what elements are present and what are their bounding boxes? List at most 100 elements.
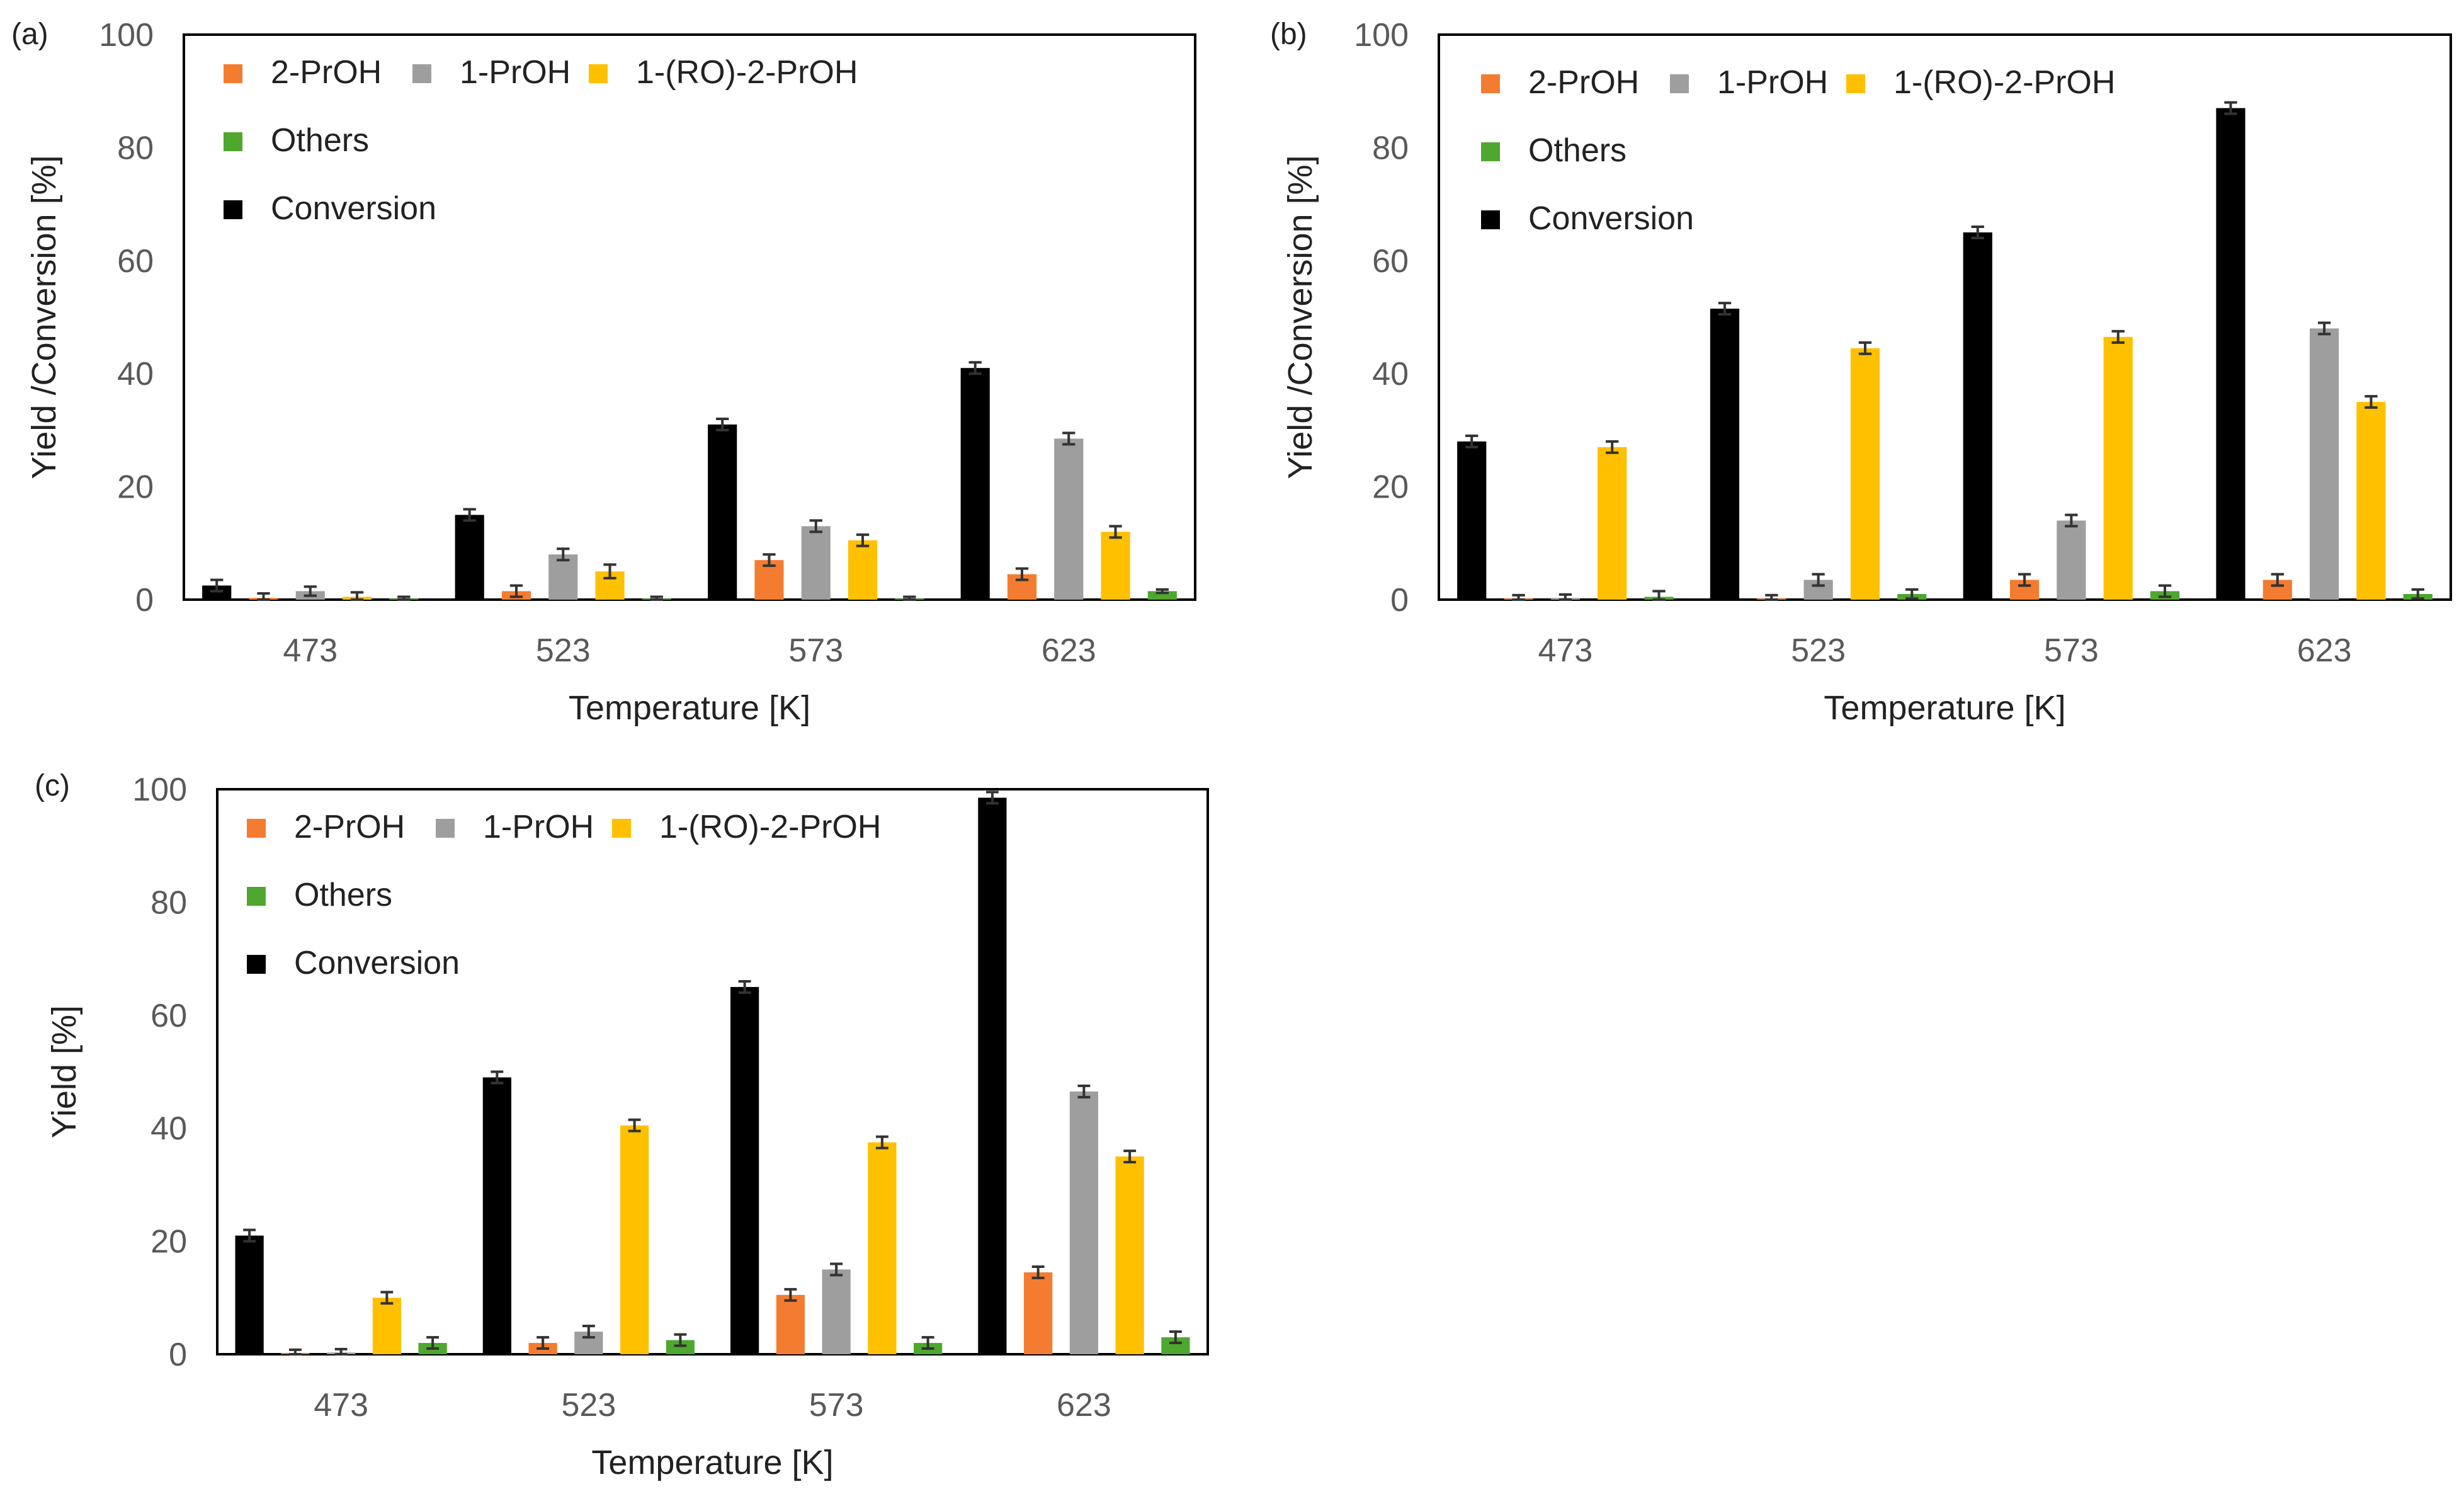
error-bar [968,361,982,375]
error-bar [830,1262,843,1277]
y-axis-title: Yield /Conversion [%] [25,155,63,479]
error-bar [1062,431,1076,446]
legend-label: Conversion [1528,200,1694,237]
error-bar [716,417,729,431]
bar-others [666,1340,695,1354]
error-bar [210,578,224,593]
error-bar [650,595,663,601]
y-tick-label: 60 [117,243,154,280]
legend-label: Others [1528,132,1627,169]
legend-swatch [612,819,631,838]
legend-swatch [1481,142,1500,161]
error-bar [903,595,916,601]
error-bar [1123,1150,1137,1164]
error-bar [1718,302,1732,316]
error-bar [2224,101,2237,115]
error-bar [380,1291,394,1305]
x-tick-label: 473 [1538,632,1593,669]
legend-label: 2-PrOH [294,809,405,845]
error-bar [2317,321,2331,336]
legend-swatch [224,64,242,83]
legend-label: 2-PrOH [271,54,382,91]
legend-label: 1-PrOH [483,809,594,845]
x-tick-label: 623 [1057,1387,1111,1424]
legend-swatch [1846,74,1865,93]
error-bar [1031,1265,1045,1279]
error-bar [582,1325,595,1339]
bar-1-ro-2-proh [848,540,878,600]
bar-1-proh [822,1269,851,1354]
legend-label: 1-(RO)-2-PrOH [1893,64,2115,101]
y-tick-label: 100 [1354,17,1409,54]
legend-swatch [247,819,266,838]
error-bar [257,592,270,601]
y-tick-label: 0 [135,582,154,619]
error-bar [2365,395,2378,409]
error-bar [784,1287,797,1302]
bar-1-ro-2-proh [2356,402,2386,600]
bar-conversion [708,424,737,600]
bar-1-proh [548,554,578,600]
error-bar [1905,588,1919,600]
legend-swatch [1670,74,1689,93]
legend-swatch [589,64,608,83]
error-bar [288,1348,302,1355]
error-bar [2111,329,2125,344]
bar-1-proh [801,526,831,600]
bar-1-ro-2-proh [2103,336,2133,600]
legend-swatch [436,819,455,838]
error-bar [1971,225,1984,239]
legend-swatch [224,200,242,219]
error-bar [243,1228,256,1243]
error-bar [2411,588,2424,600]
x-tick-label: 473 [283,632,338,669]
plot-frame [216,788,1209,1355]
panel-label: (b) [1270,18,1307,51]
x-axis-title: Temperature [K] [569,689,810,727]
bar-conversion [235,1235,264,1354]
y-tick-label: 80 [1372,130,1409,166]
legend-swatch [247,955,266,974]
error-bar [557,547,570,562]
bar-conversion [455,515,484,600]
y-tick-label: 100 [99,17,154,54]
error-bar [463,508,476,522]
bar-1-proh [1054,438,1084,600]
y-tick-label: 80 [117,130,154,166]
error-bar [1077,1084,1091,1099]
x-axis-title: Temperature [K] [1824,689,2065,727]
x-tick-label: 473 [314,1387,368,1424]
plot-frame [183,33,1196,601]
error-bar [2018,573,2031,587]
bar-conversion [960,368,990,600]
error-bar [334,1347,348,1355]
bar-conversion [482,1077,511,1354]
error-bar [509,584,523,598]
bar-1-proh [1069,1091,1098,1354]
x-tick-label: 523 [1791,632,1846,669]
bar-1-ro-2-proh [1115,1156,1144,1354]
error-bar [856,533,870,547]
panel-a: (a) 0 20 40 60 80 100 Yield /Conversion [%] 473 5… [11,17,1196,727]
plot-frame [1438,33,2452,601]
panel-label: (c) [35,769,70,802]
error-bar [1155,588,1169,595]
error-bar [1858,341,1872,355]
legend-label: Others [294,877,392,913]
bar-1-ro-2-proh [1850,348,1880,600]
error-bar [628,1118,641,1133]
error-bar [875,1135,889,1150]
x-tick-label: 573 [2044,632,2099,669]
bar-conversion [2216,108,2245,600]
error-bar [1465,434,1479,448]
error-bar [2065,513,2078,528]
legend-label: Conversion [294,945,460,981]
error-bar [491,1070,504,1085]
error-bar [304,585,317,597]
legend-swatch [224,132,242,151]
bar-2-proh [1024,1272,1053,1354]
y-tick-label: 20 [1372,469,1409,506]
legend-label: 1-PrOH [1717,64,1828,101]
x-tick-label: 623 [2297,632,2352,669]
